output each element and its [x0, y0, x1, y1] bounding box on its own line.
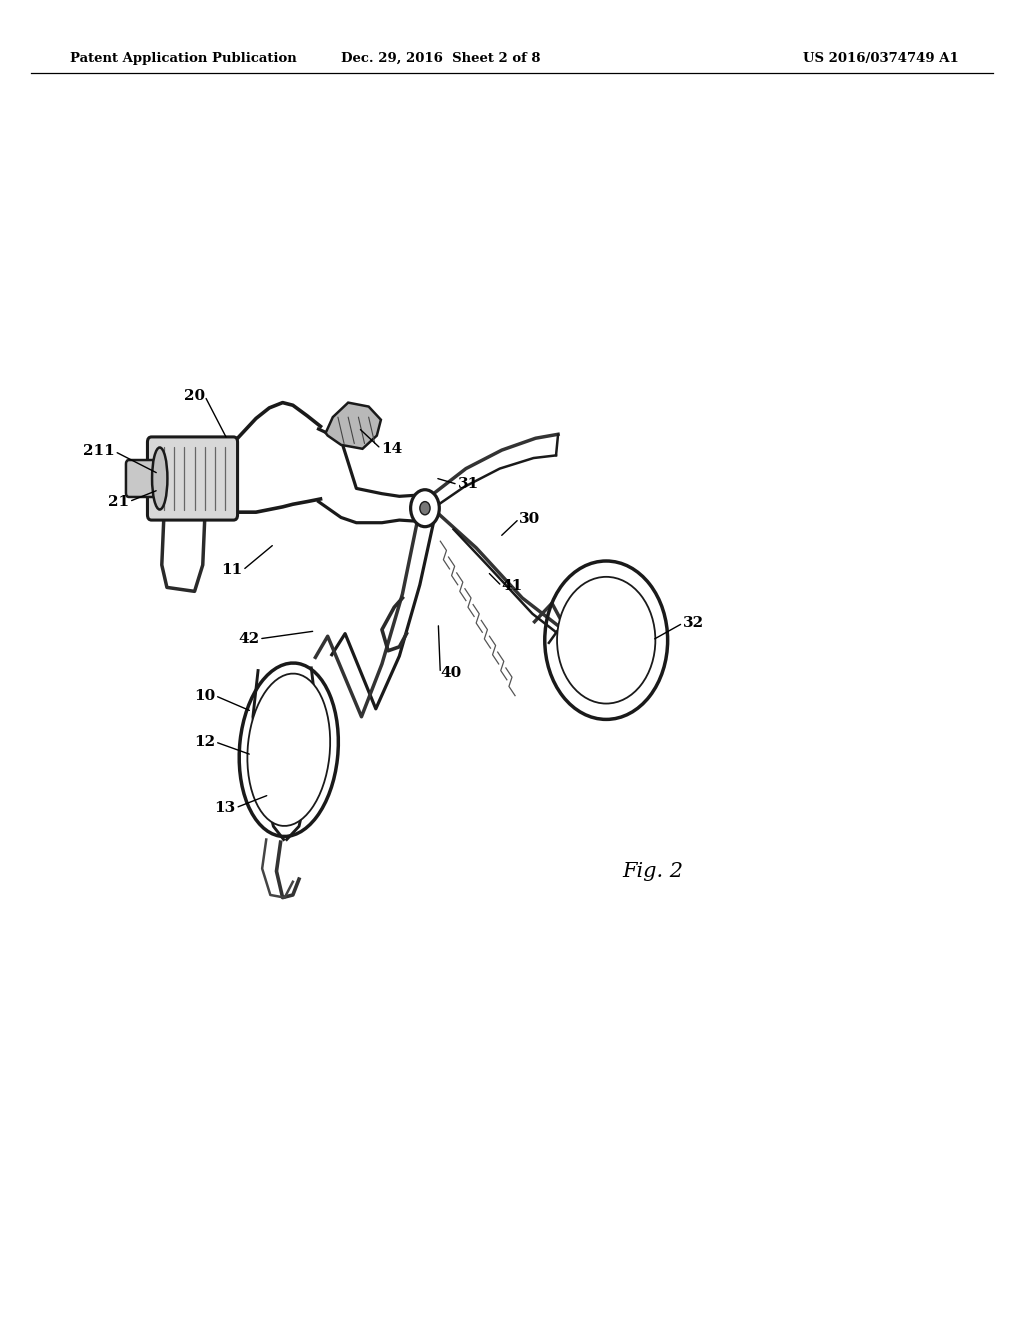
Text: 30: 30: [519, 512, 541, 525]
FancyBboxPatch shape: [126, 461, 159, 498]
Text: 32: 32: [683, 616, 705, 630]
Text: 41: 41: [502, 579, 523, 593]
Text: 11: 11: [221, 564, 243, 577]
Text: US 2016/0374749 A1: US 2016/0374749 A1: [803, 51, 958, 65]
Text: 211: 211: [83, 445, 115, 458]
Text: 12: 12: [194, 735, 215, 748]
Text: 42: 42: [238, 632, 259, 645]
Text: 13: 13: [214, 801, 236, 814]
Text: Patent Application Publication: Patent Application Publication: [70, 51, 296, 65]
Circle shape: [420, 502, 430, 515]
Circle shape: [411, 490, 439, 527]
Text: Fig. 2: Fig. 2: [623, 862, 684, 880]
Text: 14: 14: [381, 442, 402, 455]
FancyBboxPatch shape: [147, 437, 238, 520]
Text: 31: 31: [458, 478, 479, 491]
Text: 10: 10: [194, 689, 215, 702]
Circle shape: [557, 577, 655, 704]
Polygon shape: [326, 403, 381, 449]
Text: 20: 20: [183, 389, 205, 403]
Text: Dec. 29, 2016  Sheet 2 of 8: Dec. 29, 2016 Sheet 2 of 8: [341, 51, 540, 65]
Text: 21: 21: [108, 495, 129, 508]
Ellipse shape: [152, 447, 168, 510]
Ellipse shape: [248, 673, 330, 826]
Text: 40: 40: [440, 667, 462, 680]
